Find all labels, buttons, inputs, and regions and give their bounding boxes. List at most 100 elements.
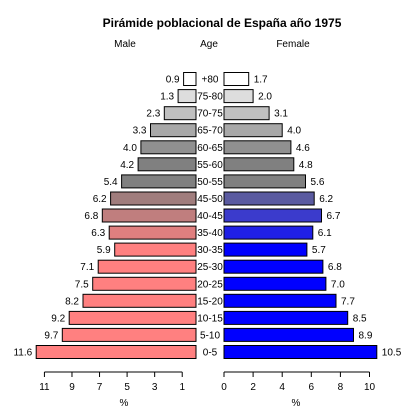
male-bar-20-25 xyxy=(92,276,197,291)
male-value-label-55-60: 4.2 xyxy=(120,160,134,171)
female-bar-20-25 xyxy=(223,276,327,291)
female-bar-10-15 xyxy=(223,310,349,325)
male-value-label-50-55: 5.4 xyxy=(104,177,118,188)
male-bar-40-45 xyxy=(101,208,197,223)
male-bar-30-35 xyxy=(114,242,197,257)
axes-layer: 11 9 7 5 3 1 0 2 4 6 8 10 xyxy=(39,371,376,393)
female-bar-30-35 xyxy=(223,242,308,257)
female-bar-45-50 xyxy=(223,191,315,206)
age-label-15-20: 15-20 xyxy=(197,296,223,307)
female-value-label-35-40: 6.1 xyxy=(318,228,332,239)
male-value-label-65-70: 3.3 xyxy=(133,126,147,137)
male-value-label-60-65: 4.0 xyxy=(123,143,137,154)
female-value-label-65-70: 4.0 xyxy=(287,126,301,137)
female-value-label-60-65: 4.6 xyxy=(296,143,310,154)
female-x-tick-label-0: 0 xyxy=(221,382,227,393)
female-bar-0-5 xyxy=(223,345,378,359)
female-value-label-30-35: 5.7 xyxy=(312,245,326,256)
female-value-label-15-20: 7.7 xyxy=(341,296,355,307)
female-value-label-45-50: 6.2 xyxy=(319,194,333,205)
age-label-20-25: 20-25 xyxy=(197,279,223,290)
female-x-tick-label-8: 8 xyxy=(338,382,344,393)
male-bar-35-40 xyxy=(108,225,197,240)
female-value-label-75-80: 2.0 xyxy=(258,92,272,103)
male-bar-75-80 xyxy=(177,89,197,104)
age-label-35-40: 35-40 xyxy=(197,228,223,239)
female-bar-55-60 xyxy=(223,157,295,172)
female-bar-15-20 xyxy=(223,293,337,308)
female-bar-65-70 xyxy=(223,123,283,138)
age-label-0-5: 0-5 xyxy=(203,348,218,359)
age-label-70-75: 70-75 xyxy=(197,109,223,120)
age-label-55-60: 55-60 xyxy=(197,160,223,171)
male-value-label-5-10: 9.7 xyxy=(44,330,58,341)
female-value-label-70-75: 3.1 xyxy=(274,109,288,120)
male-value-label-15-20: 8.2 xyxy=(65,296,79,307)
age-label-60-65: 60-65 xyxy=(197,143,223,154)
age-label-40-45: 40-45 xyxy=(197,211,223,222)
male-value-label-20-25: 7.5 xyxy=(75,279,89,290)
male-bar-50-55 xyxy=(121,174,197,189)
female-x-tick-label-2: 2 xyxy=(250,382,256,393)
female-x-tick-label-6: 6 xyxy=(309,382,315,393)
female-bar-60-65 xyxy=(223,140,292,155)
female-x-tick-label-10: 10 xyxy=(364,382,376,393)
female-value-label-10-15: 8.5 xyxy=(353,313,367,324)
male-x-tick-label-11: 11 xyxy=(39,382,50,393)
female-bar-70-75 xyxy=(223,106,270,121)
x-axis-label-female: % xyxy=(292,398,301,409)
female-bar-75-80 xyxy=(223,89,254,104)
female-bar-+80 xyxy=(223,72,250,86)
labels-layer: 11.6 10.5 0-5 9.7 8.9 5-10 9.2 8.5 10-15 8.2 7.7 15… xyxy=(13,75,401,359)
age-label-45-50: 45-50 xyxy=(197,194,223,205)
male-x-tick-label-5: 5 xyxy=(124,382,130,393)
female-value-label-20-25: 7.0 xyxy=(331,279,345,290)
female-bar-25-30 xyxy=(223,259,324,274)
male-value-label-75-80: 1.3 xyxy=(160,92,174,103)
male-x-tick-label-9: 9 xyxy=(69,382,75,393)
age-label-25-30: 25-30 xyxy=(197,262,223,273)
male-value-label-30-35: 5.9 xyxy=(97,245,111,256)
male-value-label-45-50: 6.2 xyxy=(93,194,107,205)
age-label-+80: +80 xyxy=(202,75,219,86)
female-header: Female xyxy=(276,39,310,50)
male-value-label-35-40: 6.3 xyxy=(91,228,105,239)
male-bar-0-5 xyxy=(35,345,197,359)
male-bar-+80 xyxy=(183,72,197,86)
age-label-65-70: 65-70 xyxy=(197,126,223,137)
age-label-5-10: 5-10 xyxy=(200,330,220,341)
female-value-label-40-45: 6.7 xyxy=(327,211,341,222)
male-bar-60-65 xyxy=(140,140,197,155)
male-bar-45-50 xyxy=(110,191,197,206)
male-x-tick-label-7: 7 xyxy=(97,382,103,393)
male-bar-10-15 xyxy=(68,310,197,325)
male-bar-15-20 xyxy=(82,293,197,308)
female-x-tick-label-4: 4 xyxy=(279,382,285,393)
female-value-label-0-5: 10.5 xyxy=(382,348,402,359)
male-value-label-70-75: 2.3 xyxy=(146,109,160,120)
female-value-label-50-55: 5.6 xyxy=(311,177,325,188)
male-x-tick-label-1: 1 xyxy=(179,382,185,393)
age-label-30-35: 30-35 xyxy=(197,245,223,256)
male-value-label-10-15: 9.2 xyxy=(51,313,65,324)
male-bar-5-10 xyxy=(61,327,197,342)
male-value-label-0-5: 11.6 xyxy=(13,348,32,359)
male-bar-70-75 xyxy=(163,106,197,121)
female-bar-50-55 xyxy=(223,174,306,189)
chart-title: Pirámide poblacional de España año 1975 xyxy=(103,16,342,30)
male-header: Male xyxy=(114,39,136,50)
male-bar-65-70 xyxy=(150,123,197,138)
x-axis-label-male: % xyxy=(120,398,129,409)
bars-layer xyxy=(35,72,378,359)
female-value-label-25-30: 6.8 xyxy=(328,262,342,273)
male-value-label-40-45: 6.8 xyxy=(84,211,98,222)
age-label-75-80: 75-80 xyxy=(197,92,223,103)
male-value-label-+80: 0.9 xyxy=(166,75,180,86)
age-label-10-15: 10-15 xyxy=(197,313,223,324)
age-header: Age xyxy=(200,39,218,50)
age-label-50-55: 50-55 xyxy=(197,177,223,188)
male-bar-55-60 xyxy=(137,157,197,172)
female-bar-35-40 xyxy=(223,225,314,240)
male-x-tick-label-3: 3 xyxy=(152,382,158,393)
